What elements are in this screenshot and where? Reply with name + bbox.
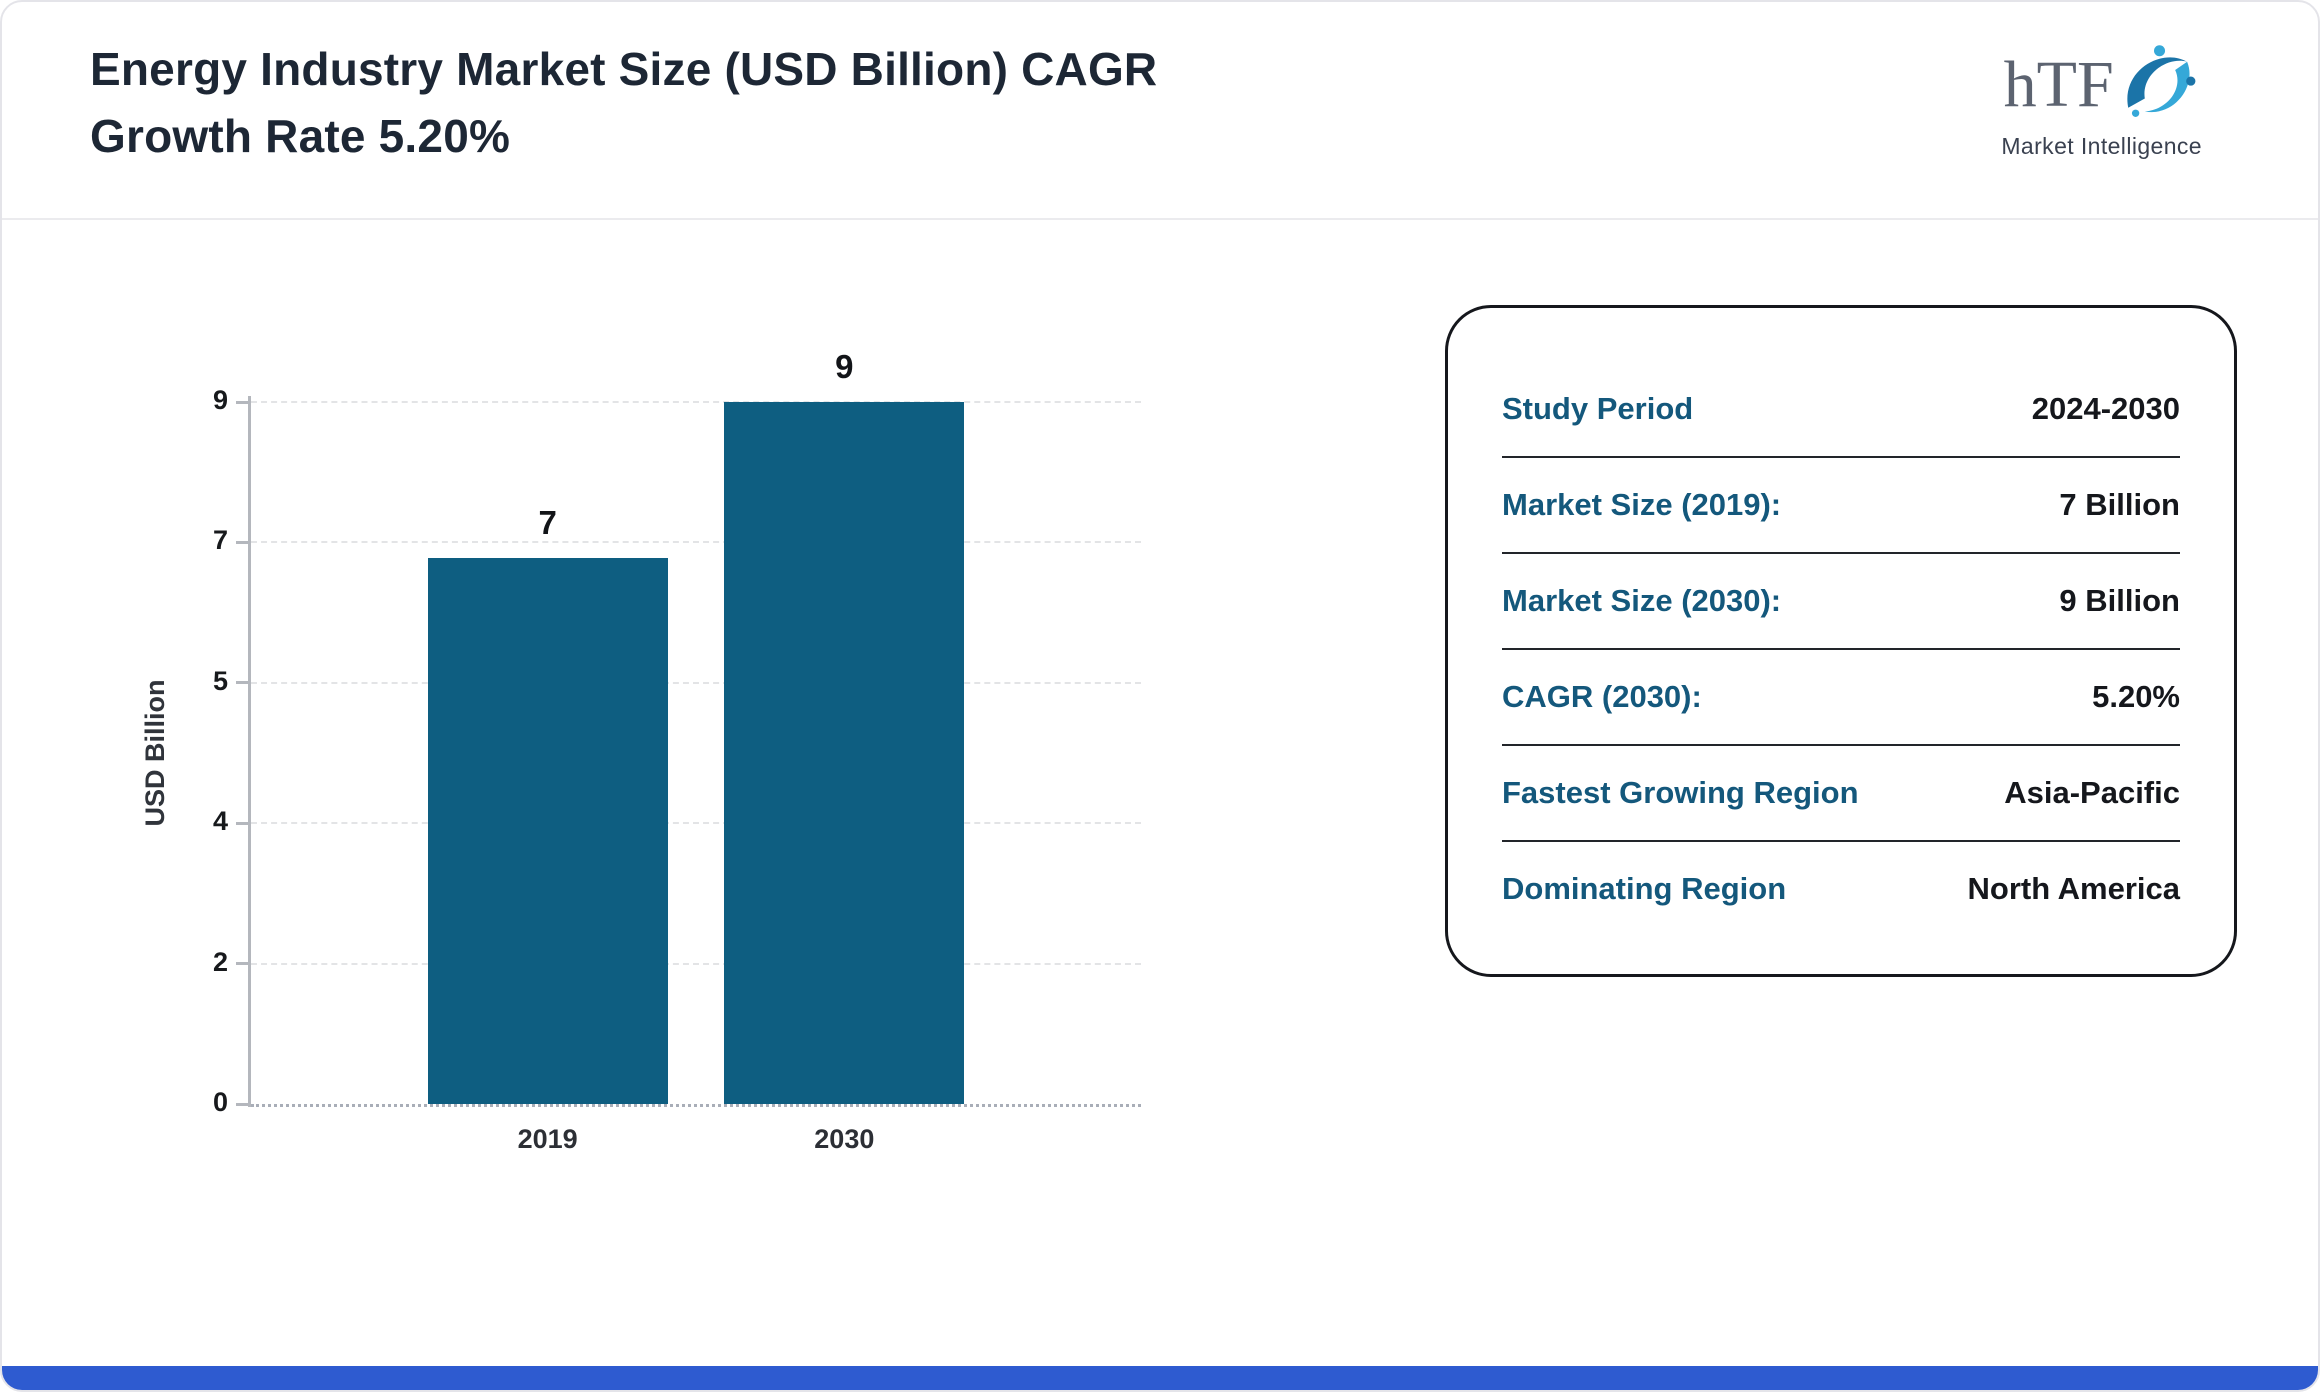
y-tick-label: 4 [212,806,228,837]
bar-value-label: 7 [538,504,557,541]
info-card: Study Period 2024-2030 Market Size (2019):… [1445,305,2237,977]
gridline [251,401,1141,403]
bar-value-label: 9 [835,348,854,385]
y-tick-label: 0 [212,1087,228,1117]
card-row-label: Market Size (2019): [1502,487,1782,522]
card-row: CAGR (2030): 5.20% [1502,650,2180,746]
card-row-value: Asia-Pacific [2004,775,2180,810]
y-tick-mark [236,681,251,685]
card-row-value: 7 Billion [2059,487,2180,522]
y-tick-label: 9 [212,385,228,415]
gridline [251,541,1141,544]
y-tick-label: 2 [212,946,228,977]
gridline [251,681,1141,684]
y-tick-mark [236,821,251,825]
card-row-label: Study Period [1502,391,1694,426]
card-row-value: 5.20% [2092,679,2180,714]
gridline [251,822,1141,825]
logo-swoosh-icon [2108,36,2200,133]
card-row: Study Period 2024-2030 [1502,362,2180,458]
card-row: Fastest Growing Region Asia-Pacific [1502,746,2180,842]
x-axis-line [251,1104,1141,1107]
y-tick-mark [236,962,251,966]
x-tick-label: 2030 [814,1124,875,1154]
info-card-rows: Study Period 2024-2030 Market Size (2019):… [1502,362,2180,936]
bar [427,558,668,1104]
x-tick-label: 2019 [517,1124,578,1154]
card-row: Market Size (2019): 7 Billion [1502,458,2180,554]
y-tick-mark [236,540,251,544]
card-row-label: Market Size (2030): [1502,583,1782,618]
logo-text: hTF [2003,47,2114,121]
card-row-label: CAGR (2030): [1502,679,1702,714]
card-row-label: Fastest Growing Region [1502,775,1859,810]
card-row-value: 2024-2030 [2031,391,2180,426]
y-axis-title: USD Billion [140,679,170,827]
brand-logo: hTF Market Intelligence [2001,36,2202,160]
y-tick-label: 5 [212,665,228,696]
logo-row: hTF [2001,36,2202,133]
card-row-value: North America [1967,871,2180,906]
y-axis-line [248,396,251,1107]
card-row-value: 9 Billion [2059,583,2180,618]
bottom-accent-bar [2,1366,2318,1390]
gridline [251,962,1141,965]
card-row: Market Size (2030): 9 Billion [1502,554,2180,650]
bar [724,402,965,1104]
page-title: Energy Industry Market Size (USD Billion… [90,43,1158,163]
card-row: Dominating Region North America [1502,842,2180,936]
y-tick-label: 7 [212,525,228,556]
header: Energy Industry Market Size (USD Billion… [2,2,2318,220]
y-tick-mark [236,400,251,404]
y-tick-mark [236,1102,251,1106]
logo-subtext: Market Intelligence [2001,133,2202,159]
card-row-label: Dominating Region [1502,871,1787,906]
